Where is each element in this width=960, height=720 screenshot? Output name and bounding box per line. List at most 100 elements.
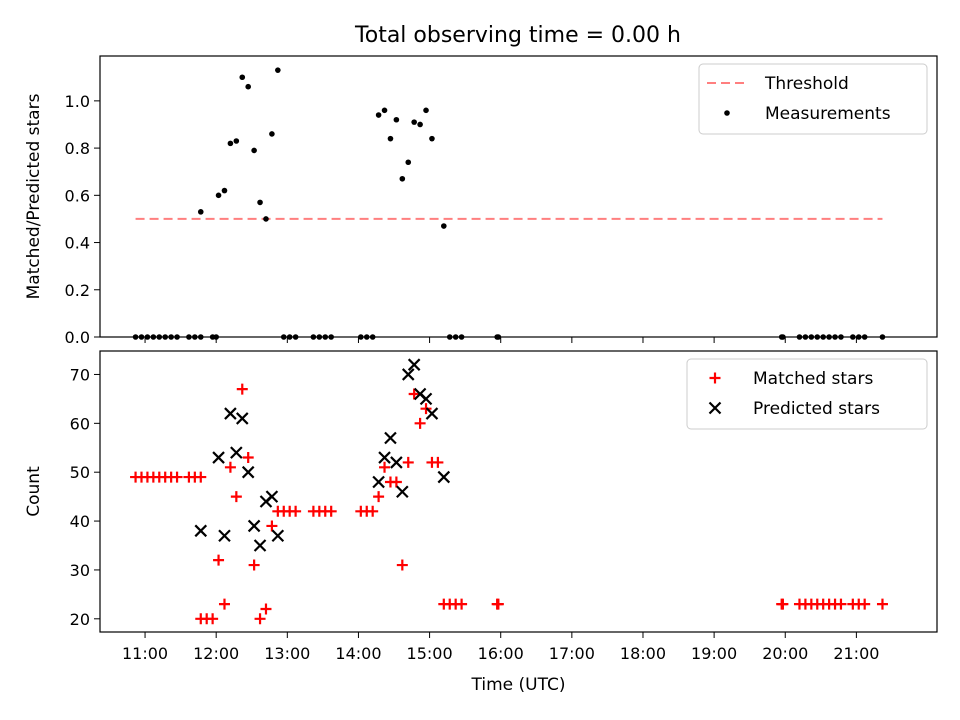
data-point [387,135,394,142]
data-point [224,407,237,420]
data-point [224,461,236,473]
data-point [441,223,447,229]
data-point [437,470,451,484]
series-predicted-stars [194,358,451,552]
data-point [221,187,228,194]
data-point [855,334,862,340]
data-point [369,334,376,340]
data-point [269,131,275,137]
data-point [879,334,886,340]
x-tick-label: 16:00 [478,644,524,663]
data-point [230,491,242,503]
data-point [263,216,269,222]
data-point [390,456,403,469]
data-point [777,598,789,610]
legend-label: Predicted stars [753,399,880,419]
x-axis-label: Time (UTC) [471,675,566,695]
data-point [384,431,397,445]
legend: Threshold Measurements [698,63,928,135]
data-point [253,539,267,552]
data-point [227,140,234,147]
data-point [381,107,388,114]
data-point [379,461,391,473]
data-point [372,475,385,489]
data-point [429,135,435,142]
y-tick-label: 0.0 [65,328,90,347]
data-point [417,121,423,128]
data-point [218,598,230,610]
x-tick-label: 18:00 [620,644,666,663]
data-point [402,456,414,468]
data-point [425,407,439,420]
data-point [212,451,225,464]
legend-box [686,358,928,430]
data-point [247,519,261,533]
data-point [373,491,385,503]
data-point [796,334,803,340]
data-point [820,334,826,340]
y-tick-label: 0.2 [65,281,90,300]
data-point [826,334,832,340]
x-tick-label: 17:00 [549,644,595,663]
data-point [195,471,207,483]
data-point [407,358,421,371]
data-point [399,175,406,182]
data-point [245,83,251,90]
data-point [197,334,204,340]
data-point [432,456,444,468]
data-point [835,598,847,610]
data-point [132,334,139,340]
data-point [266,520,278,532]
data-point [838,334,844,340]
plot-frame [99,350,938,633]
y-tick-label: 0.4 [65,234,90,253]
data-point [378,451,391,464]
chart-title: Total observing time = 0.00 h [354,23,681,48]
data-point [213,334,219,340]
data-point [458,334,465,340]
x-tick-label: 21:00 [833,644,879,663]
y-tick-label: 70 [70,365,90,384]
legend-label: Threshold [764,74,849,94]
data-point [419,392,433,406]
data-point [310,334,317,340]
data-point [235,412,249,425]
data-point [239,74,246,81]
legend: Matched stars Predicted stars [686,358,928,430]
data-point [215,192,222,199]
y-axis-label: Count [24,466,44,517]
data-point [358,334,364,340]
legend-label: Measurements [765,104,891,124]
data-point [423,107,429,114]
data-point [171,471,183,483]
data-point [456,598,468,610]
data-point [150,334,157,340]
y-tick-label: 20 [70,610,90,629]
x-tick-label: 19:00 [691,644,737,663]
data-point [492,598,504,610]
bottom-panel-star-counts: 20 30 40 50 60 70 11:00 12:00 13:00 14:00 15:00 16:… [24,350,938,695]
data-point [452,334,459,340]
data-point [174,334,180,340]
x-tick-label: 20:00 [762,644,808,663]
data-point [275,67,281,73]
data-point [271,529,285,543]
data-point [265,490,279,503]
data-point [207,613,219,625]
data-point [194,524,208,538]
data-point [367,505,379,517]
data-point [802,334,809,340]
x-tick-label: 15:00 [407,644,453,663]
data-point [242,452,254,464]
data-point [254,613,266,625]
x-tick-label: 11:00 [122,644,168,663]
data-point [411,119,417,125]
data-point [230,446,243,459]
data-point [218,529,231,543]
series-matched-stars [130,383,888,625]
x-tick-label: 14:00 [335,644,381,663]
legend-label: Matched stars [753,369,873,389]
legend-box [698,63,928,135]
y-tick-label: 0.6 [65,186,90,205]
x-tick-label: 12:00 [193,644,239,663]
